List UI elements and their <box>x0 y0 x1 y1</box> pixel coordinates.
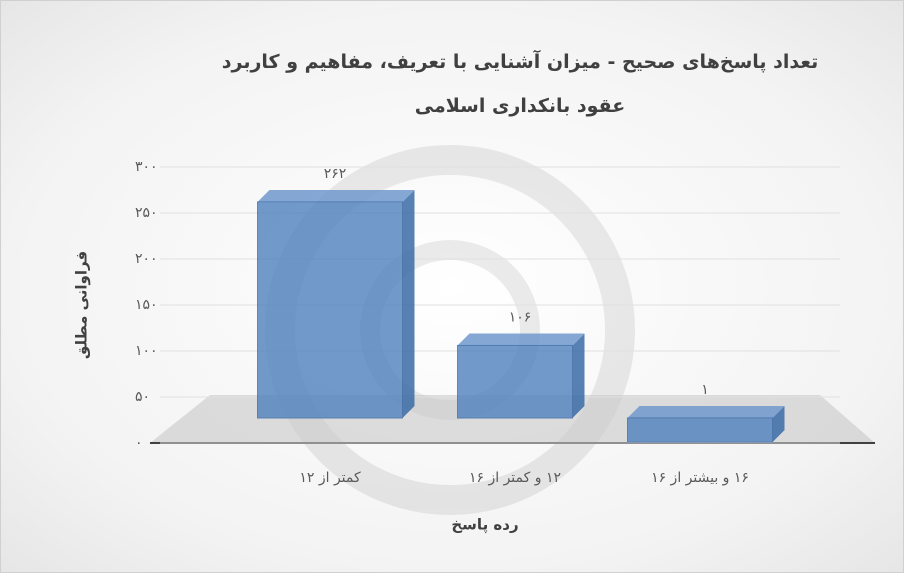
y-tick-label: ۱۰۰ <box>135 343 158 359</box>
bar <box>627 417 773 443</box>
x-tick-label: کمتر از ۱۲ <box>299 470 361 486</box>
y-tick-label: ۵۰ <box>135 389 150 405</box>
y-tick-label: ۲۵۰ <box>135 205 158 221</box>
x-tick-label: ۱۲ و کمتر از ۱۶ <box>469 470 561 486</box>
data-label: ۱۰۶ <box>509 309 532 325</box>
x-tick-label: ۱۶ و بیشتر از ۱۶ <box>651 470 749 486</box>
bar-side <box>772 406 785 443</box>
y-tick-label: ۱۵۰ <box>135 297 158 313</box>
chart-title: تعداد پاسخ‌های صحیح - میزان آشنایی با تع… <box>221 51 819 117</box>
y-tick-label: ۳۰۰ <box>135 159 158 175</box>
data-label: ۱ <box>701 382 709 398</box>
y-tick-label: ۲۰۰ <box>135 251 158 267</box>
bar <box>457 344 573 419</box>
x-axis-title: رده پاسخ <box>451 516 518 535</box>
bar-top <box>257 189 415 202</box>
bar-top <box>627 406 785 418</box>
data-label: ۲۶۲ <box>324 166 347 182</box>
y-axis-title: فراوانی مطلق <box>73 251 91 359</box>
bar-top <box>457 333 585 346</box>
y-tick-label: ۰ <box>135 435 143 451</box>
bar-side <box>572 333 585 418</box>
bar-side <box>402 189 415 418</box>
bar <box>257 201 403 419</box>
